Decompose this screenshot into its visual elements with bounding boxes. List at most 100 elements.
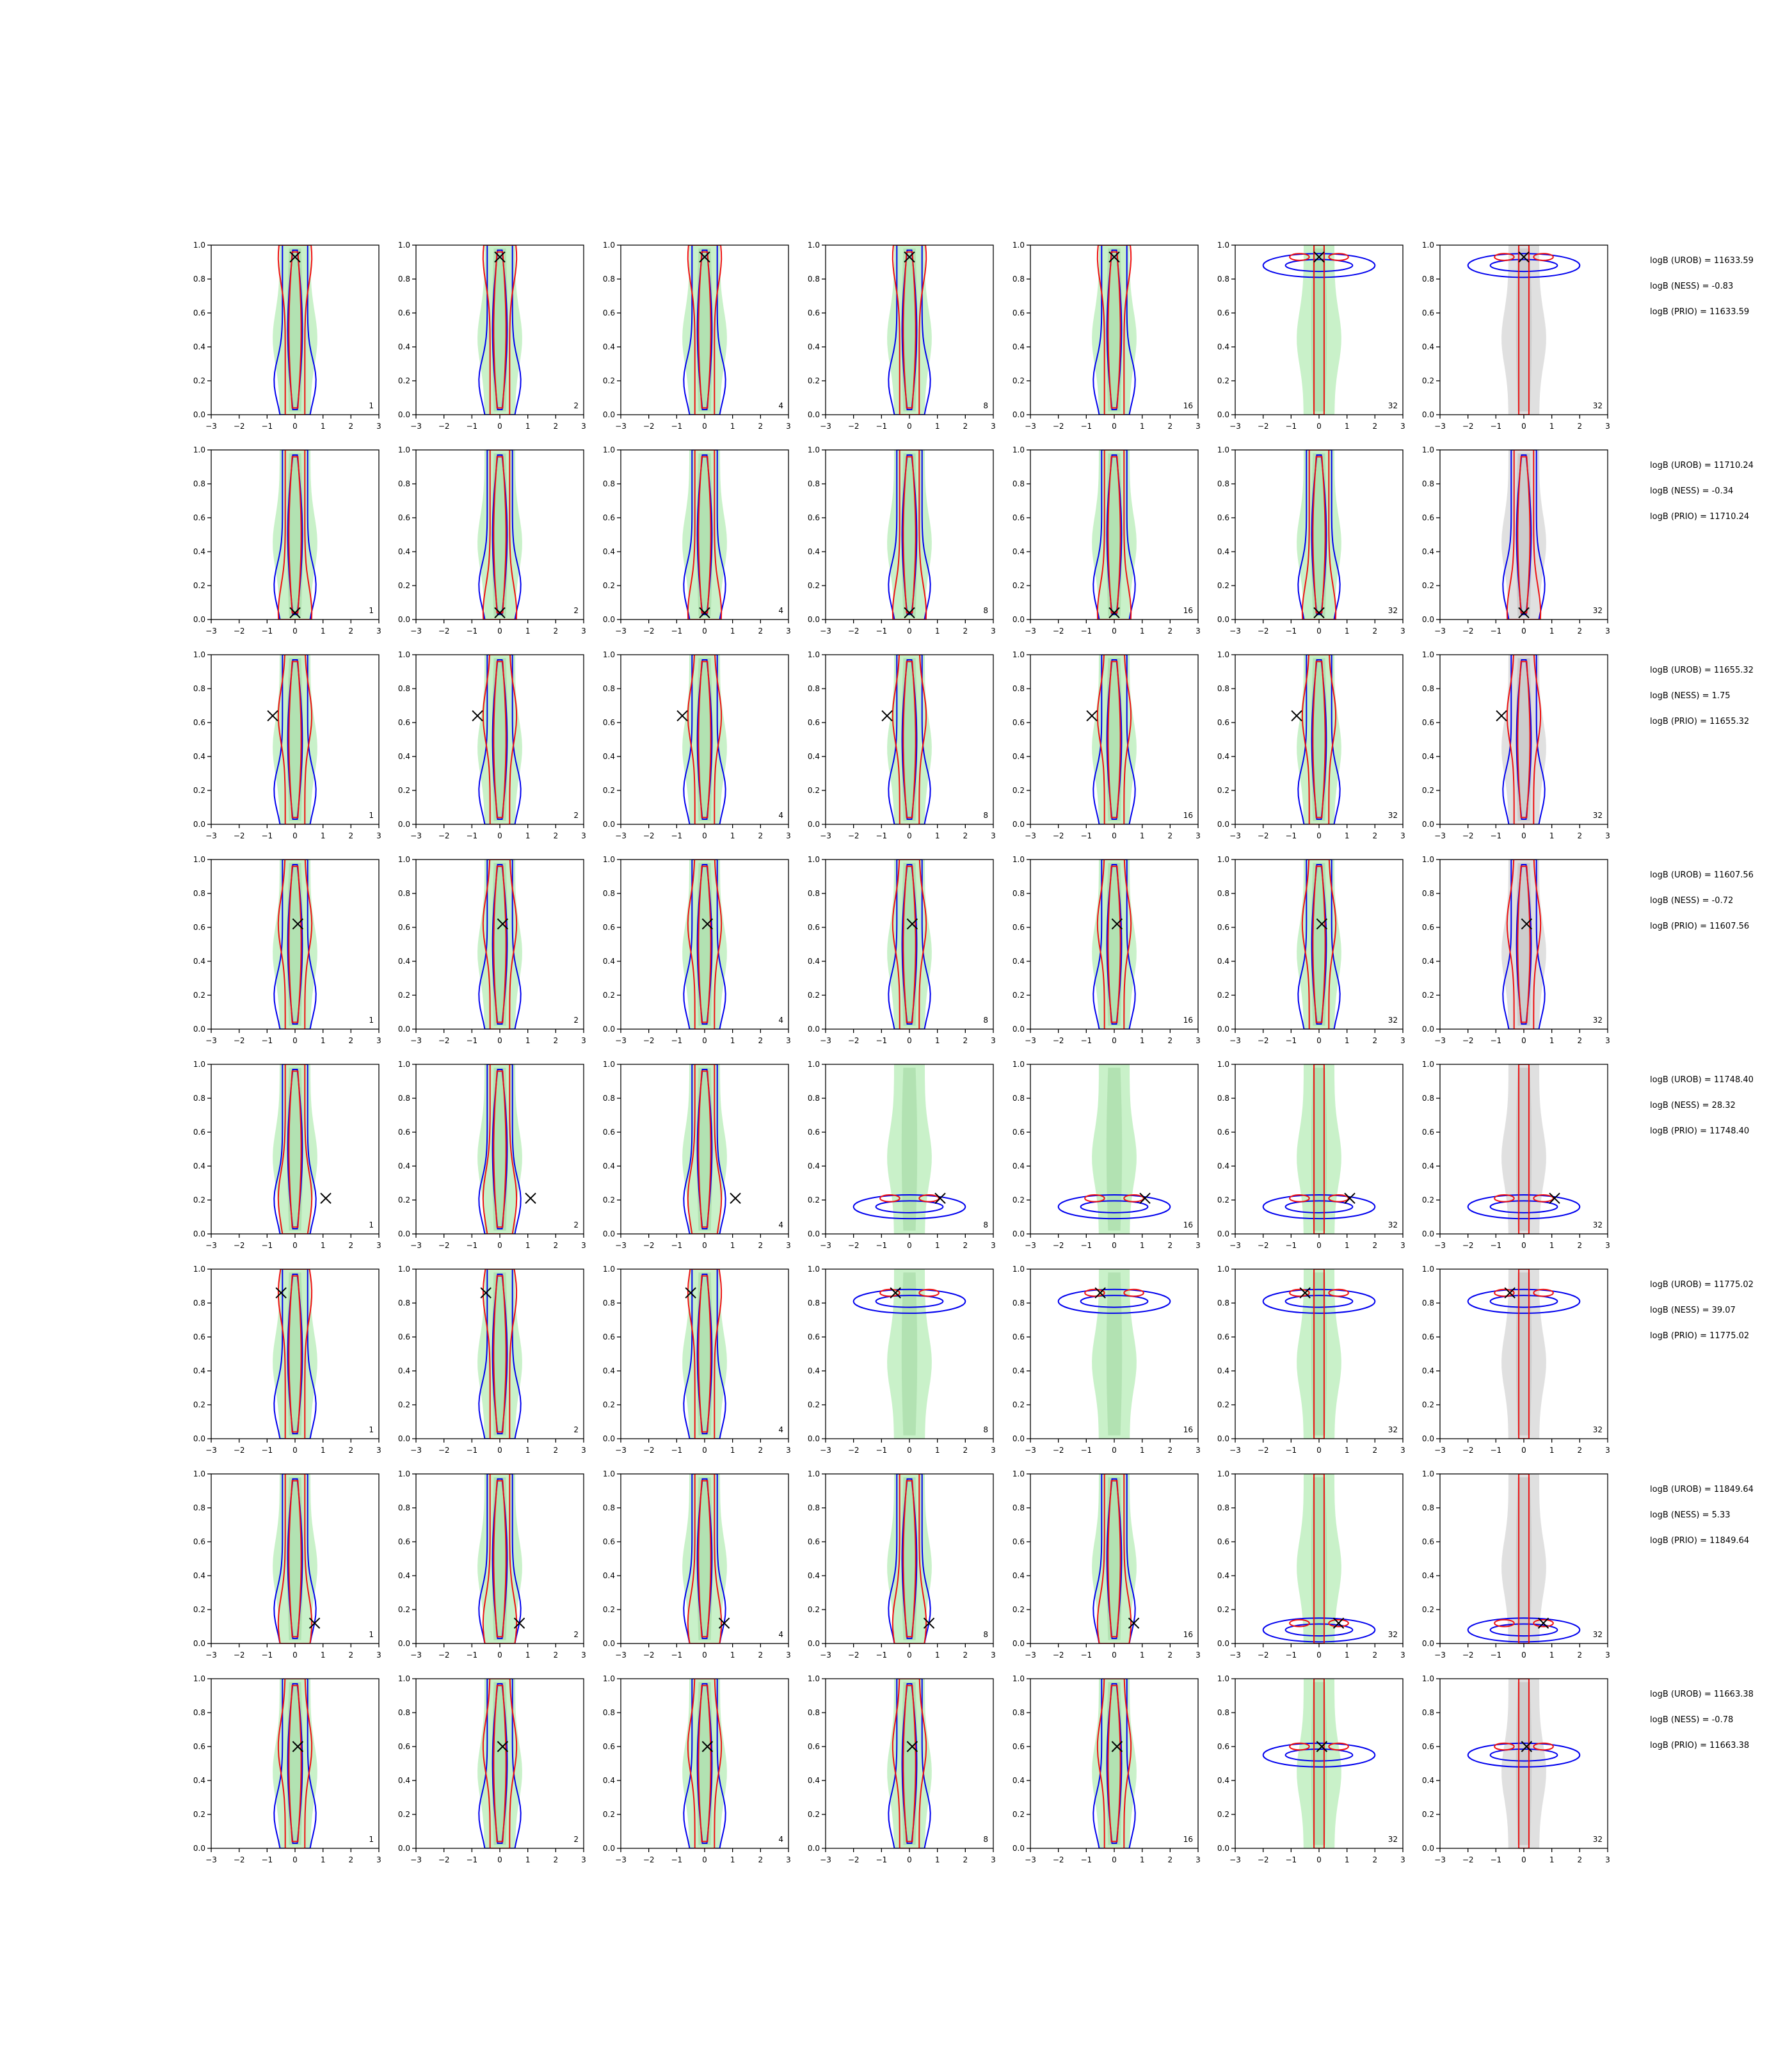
panel-r8-c6: −3 −2 −1 0 1 2 3 0.0 0.2 0.4 0.6 0.8 1.0 32 [1217, 1674, 1405, 1864]
blue-contour-inner [1516, 659, 1532, 820]
x-tick-label: −2 [1462, 1036, 1474, 1045]
y-tick-label: 1.0 [1217, 445, 1229, 454]
truth-marker [1111, 918, 1123, 930]
y-tick-label: 0.6 [1012, 1537, 1025, 1546]
x-tick-label: 1 [730, 1241, 735, 1250]
y-tick-label: 0.2 [193, 786, 205, 795]
red-contour-1 [1494, 1742, 1515, 1751]
y-tick-label: 0.4 [1422, 957, 1434, 966]
y-tick-label: 0.6 [1422, 718, 1434, 727]
x-tick-label: 3 [376, 831, 381, 840]
x-tick-label: −3 [410, 1036, 422, 1045]
panel-count-label: 32 [1388, 401, 1398, 410]
blue-contour-outer [683, 860, 726, 1029]
y-tick-label: 0.4 [398, 1776, 410, 1785]
blue-contour-2 [1080, 1295, 1149, 1308]
red-contour-inner [493, 456, 507, 614]
y-tick-label: 0.2 [398, 376, 410, 385]
y-tick-label: 0.4 [1422, 342, 1434, 351]
x-tick-label: −3 [820, 1036, 831, 1045]
y-tick-label: 0.8 [1217, 1094, 1229, 1103]
x-tick-label: −3 [1229, 1446, 1241, 1455]
x-tick-label: −1 [1080, 1036, 1092, 1045]
y-tick-label: 0.0 [1012, 1434, 1025, 1443]
blue-contour-2 [1284, 1295, 1354, 1308]
y-tick-label: 0.4 [398, 1571, 410, 1580]
x-tick-label: 1 [525, 422, 531, 431]
y-tick-label: 0.4 [1012, 752, 1025, 761]
x-tick-label: 2 [1168, 1036, 1173, 1045]
x-tick-label: −1 [1285, 627, 1297, 636]
y-tick-label: 0.8 [1012, 684, 1025, 693]
panel-r8-c1: −3 −2 −1 0 1 2 3 0.0 0.2 0.4 0.6 0.8 1.0 1 [193, 1674, 381, 1864]
truth-marker [1086, 710, 1098, 722]
density-fill-inner [696, 1272, 713, 1436]
density-fill-inner [1516, 1477, 1532, 1640]
red-contour-inner [1312, 660, 1326, 819]
x-tick-label: −2 [1258, 831, 1269, 840]
x-tick-label: 1 [321, 1036, 326, 1045]
panel-count-label: 32 [1593, 1425, 1603, 1434]
x-tick-label: −2 [643, 1651, 655, 1660]
x-tick-label: 0 [1521, 627, 1526, 636]
y-tick-label: 0.0 [1012, 1229, 1025, 1238]
truth-marker [472, 710, 483, 722]
x-tick-label: −2 [234, 1651, 245, 1660]
x-tick-label: −3 [205, 1036, 217, 1045]
x-tick-label: −3 [205, 831, 217, 840]
truth-marker [1299, 1287, 1311, 1299]
y-tick-label: 1.0 [193, 1674, 205, 1683]
y-tick-label: 1.0 [193, 650, 205, 659]
x-tick-label: −2 [234, 627, 245, 636]
y-tick-label: 0.4 [603, 957, 615, 966]
red-contour-1 [879, 1288, 900, 1297]
y-tick-label: 0.6 [1217, 1332, 1229, 1341]
y-tick-label: 0.2 [1422, 1605, 1434, 1614]
x-tick-label: 0 [1521, 831, 1526, 840]
x-tick-label: −1 [1490, 831, 1501, 840]
density-fill-inner [492, 1068, 508, 1231]
logB-prio: logB (PRIO) = 11710.24 [1650, 512, 1750, 522]
y-tick-label: 0.0 [808, 1844, 820, 1853]
y-tick-label: 0.0 [1422, 1639, 1434, 1648]
x-tick-label: 2 [1373, 627, 1378, 636]
y-tick-label: 0.2 [808, 991, 820, 1000]
y-tick-label: 0.6 [398, 1742, 410, 1751]
x-tick-label: −3 [820, 831, 831, 840]
density-fill-inner [287, 863, 303, 1026]
x-tick-label: 3 [1605, 1855, 1610, 1864]
panel-r4-c4: −3 −2 −1 0 1 2 3 0.0 0.2 0.4 0.6 0.8 1.0 8 [808, 855, 996, 1045]
x-tick-label: −2 [438, 422, 450, 431]
y-tick-label: 0.8 [1012, 1503, 1025, 1512]
x-tick-label: 3 [581, 1446, 586, 1455]
red-contour-inner [288, 1275, 302, 1433]
panel-contours [477, 1474, 522, 1644]
panel-count-label: 32 [1593, 1630, 1603, 1639]
y-tick-label: 0.2 [603, 1605, 615, 1614]
y-tick-label: 0.6 [1217, 308, 1229, 317]
x-tick-label: −1 [1490, 1855, 1501, 1864]
y-tick-label: 0.8 [603, 1094, 615, 1103]
x-tick-label: 3 [1605, 1651, 1610, 1660]
red-contour-inner [1517, 456, 1531, 614]
panel-contours [273, 450, 317, 620]
density-fill-inner [696, 863, 713, 1026]
x-tick-label: −3 [1434, 831, 1446, 840]
x-tick-label: 0 [1521, 1651, 1526, 1660]
truth-marker [494, 607, 506, 619]
truth-marker [1549, 1192, 1560, 1204]
x-tick-label: 3 [581, 831, 586, 840]
x-tick-label: −2 [1258, 1241, 1269, 1250]
panel-count-label: 32 [1388, 811, 1398, 820]
panel-count-label: 8 [983, 811, 988, 820]
x-tick-label: 3 [376, 1241, 381, 1250]
red-contour-outer [892, 450, 927, 620]
y-tick-label: 0.8 [1422, 1299, 1434, 1308]
y-tick-label: 0.8 [398, 889, 410, 898]
y-tick-label: 1.0 [1012, 1060, 1025, 1069]
y-tick-label: 0.6 [193, 513, 205, 522]
red-contour-1 [1289, 1288, 1310, 1297]
blue-contour-outer [683, 1269, 726, 1439]
row-7: −3 −2 −1 0 1 2 3 0.0 0.2 0.4 0.6 0.8 1.0 1 −3 −2 −1 0 1 2 3 0… [193, 1469, 1610, 1660]
x-tick-label: 0 [907, 1241, 912, 1250]
